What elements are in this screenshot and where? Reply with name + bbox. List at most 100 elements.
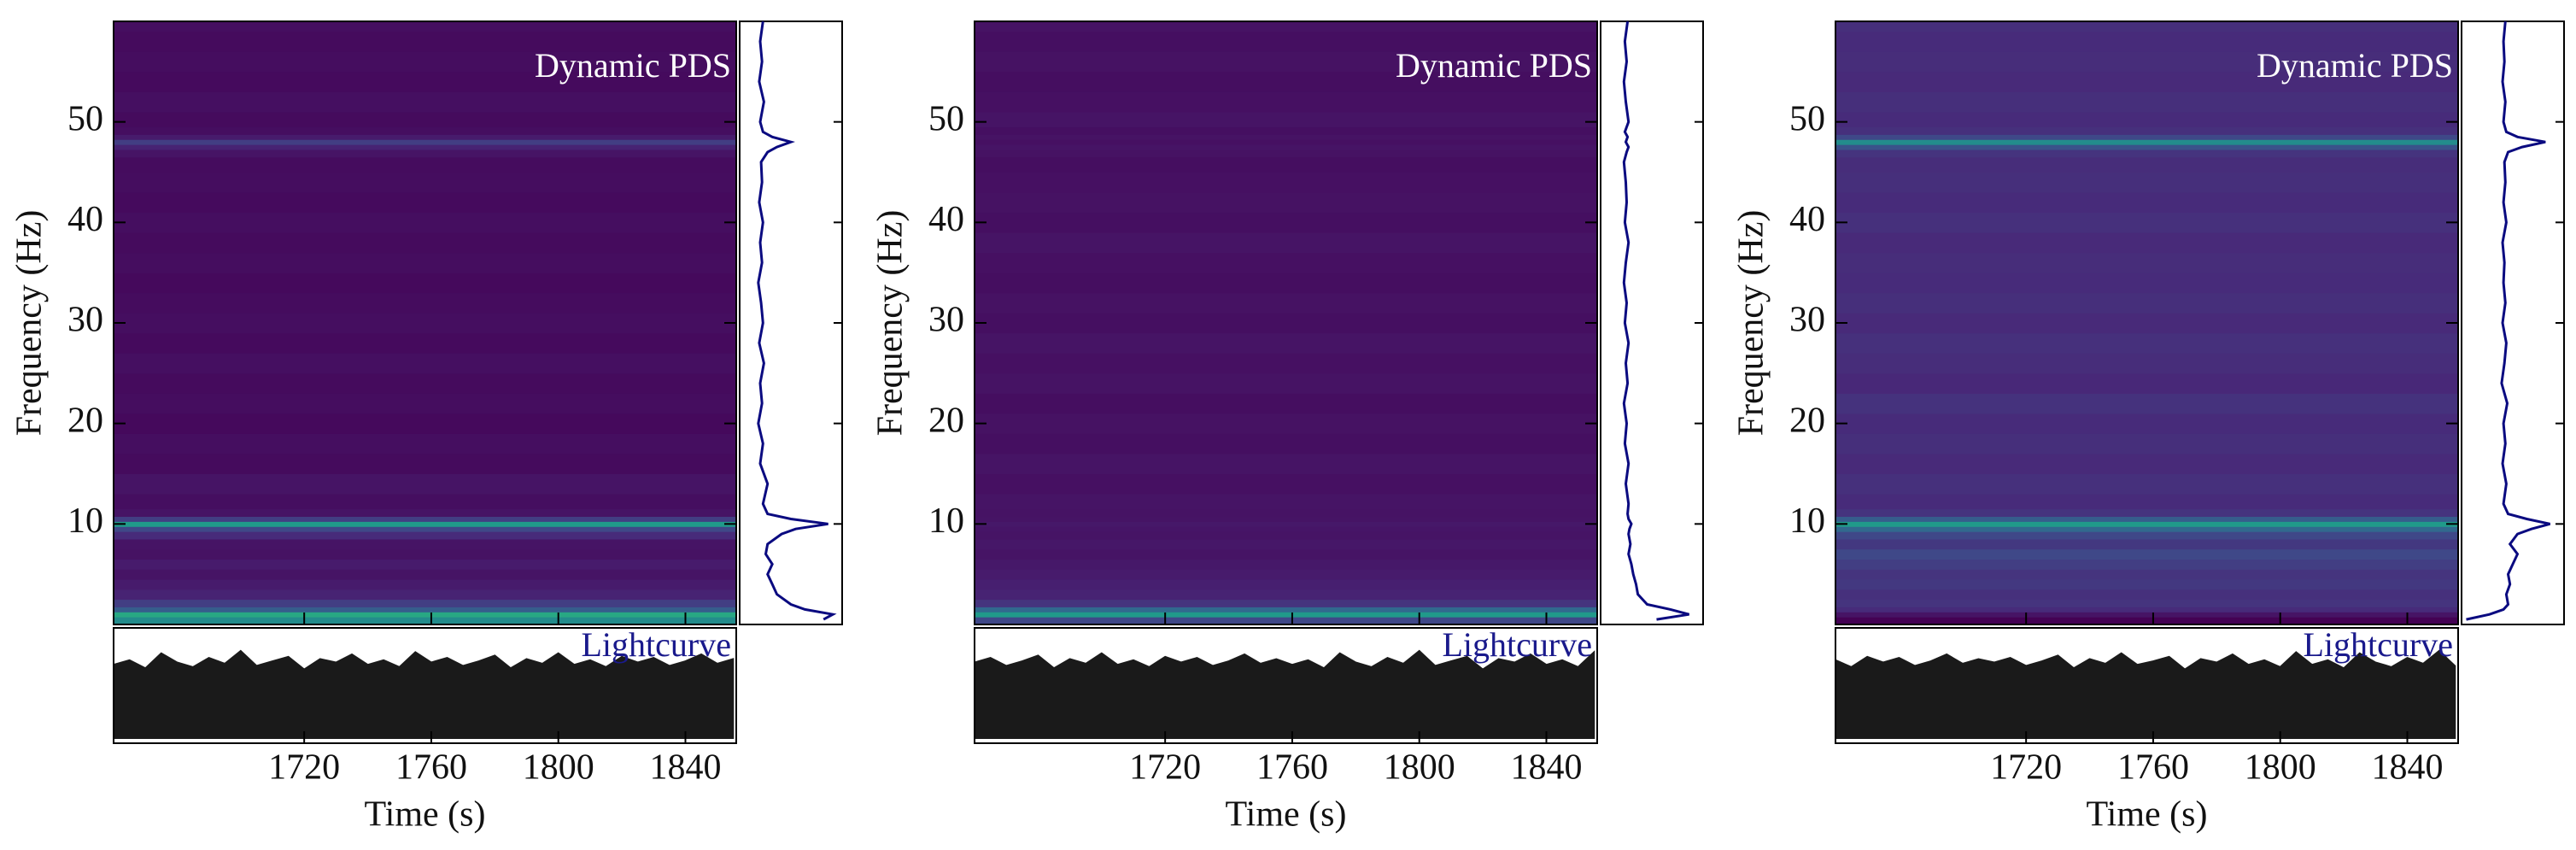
- heatmap-row: [114, 156, 736, 173]
- heatmap-row: [975, 433, 1597, 454]
- y-tick-label: 50: [928, 99, 964, 138]
- heatmap-row: [1835, 51, 2458, 73]
- heatmap-row: [114, 548, 736, 560]
- heatmap-row: [1835, 212, 2458, 233]
- heatmap-row: [1835, 292, 2458, 314]
- x-tick-label: 1760: [1256, 748, 1328, 788]
- heatmap-row: [975, 313, 1597, 334]
- heatmap-row: [975, 516, 1597, 522]
- heatmap-row: [1835, 473, 2458, 495]
- heatmap-row: [1835, 538, 2458, 550]
- heatmap-row: [1835, 453, 2458, 474]
- heatmap-row: [975, 526, 1597, 532]
- heatmap-row: [114, 332, 736, 354]
- pds-line: [2466, 21, 2550, 621]
- heatmap-row: [975, 617, 1597, 625]
- y-tick-label: 10: [67, 501, 103, 541]
- heatmap-row: [975, 144, 1597, 150]
- heatmap-row: [975, 393, 1597, 414]
- lightcurve: [975, 649, 1595, 739]
- y-tick-label: 20: [928, 401, 964, 440]
- heatmap-row: [975, 156, 1597, 173]
- heatmap-row: [975, 579, 1597, 590]
- annotation: Dynamic PDS: [535, 46, 731, 85]
- heatmap-row: [975, 139, 1597, 145]
- heatmap-row: [114, 494, 736, 510]
- heatmap-row: [114, 111, 736, 128]
- heatmap-row: [114, 313, 736, 334]
- x-tick-label: 1840: [2371, 748, 2443, 788]
- x-tick-label: 1760: [2117, 748, 2189, 788]
- heatmap-row: [114, 273, 736, 294]
- heatmap-row: [1835, 617, 2458, 625]
- heatmap-row: [975, 172, 1597, 193]
- y-tick-label: 30: [67, 301, 103, 340]
- heatmap-row: [1835, 599, 2458, 607]
- pds-frame: [739, 21, 843, 625]
- heatmap-row: [114, 538, 736, 550]
- heatmap-row: [975, 607, 1597, 613]
- heatmap-row: [114, 413, 736, 434]
- heatmap-row: [975, 111, 1597, 128]
- heatmap-row: [1835, 156, 2458, 173]
- heatmap-row: [1835, 393, 2458, 414]
- lightcurve-frame: [974, 627, 1598, 744]
- heatmap-row: [114, 599, 736, 607]
- heatmap-row: [114, 526, 736, 532]
- heatmap-row: [975, 134, 1597, 140]
- heatmap-row: [975, 494, 1597, 510]
- heatmap-row: [1835, 252, 2458, 273]
- heatmap-row: [114, 91, 736, 113]
- y-tick-label: 40: [67, 200, 103, 239]
- x-tick-label: 1840: [1510, 748, 1582, 788]
- heatmap-row: [1835, 144, 2458, 150]
- heatmap-row: [1835, 232, 2458, 254]
- heatmap-row: [1835, 413, 2458, 434]
- x-tick-label: 1760: [395, 748, 467, 788]
- heatmap-row: [1835, 579, 2458, 590]
- heatmap-row: [975, 192, 1597, 214]
- heatmap-row: [1835, 134, 2458, 140]
- heatmap-row: [975, 612, 1597, 618]
- heatmap-row: [975, 508, 1597, 518]
- heatmap-row: [1835, 607, 2458, 613]
- annotation: Dynamic PDS: [2257, 46, 2453, 85]
- heatmap-row: [975, 413, 1597, 434]
- heatmap-row: [975, 232, 1597, 254]
- annotation: Dynamic PDS: [1396, 46, 1592, 85]
- heatmap-row: [1835, 531, 2458, 540]
- y-axis-label: Frequency (Hz): [1732, 210, 1771, 437]
- pds-frame: [2461, 21, 2565, 625]
- y-tick-label: 40: [928, 200, 964, 239]
- heatmap-row: [114, 579, 736, 590]
- y-tick-label: 20: [1789, 401, 1825, 440]
- heatmap-row: [1835, 71, 2458, 92]
- heatmap-row: [975, 71, 1597, 92]
- heatmap-row: [114, 473, 736, 495]
- heatmap-row: [114, 569, 736, 580]
- heatmap-row: [975, 31, 1597, 52]
- heatmap-row: [975, 21, 1597, 32]
- heatmap-row: [975, 531, 1597, 540]
- heatmap-row: [975, 353, 1597, 374]
- heatmap-row: [1835, 192, 2458, 214]
- heatmap-row: [975, 212, 1597, 233]
- heatmap-row: [1835, 521, 2458, 527]
- heatmap-row: [975, 332, 1597, 354]
- heatmap-row: [1835, 494, 2458, 510]
- heatmap-row: [975, 372, 1597, 394]
- heatmap-row: [114, 31, 736, 52]
- heatmap-row: [975, 453, 1597, 474]
- heatmap-row: [114, 139, 736, 145]
- heatmap-row: [975, 548, 1597, 560]
- heatmap-row: [1835, 353, 2458, 374]
- heatmap-row: [114, 372, 736, 394]
- heatmap-row: [1835, 91, 2458, 113]
- heatmap-row: [975, 521, 1597, 527]
- heatmap-row: [114, 433, 736, 454]
- heatmap-row: [975, 569, 1597, 580]
- heatmap-row: [114, 612, 736, 618]
- pds-frame: [1600, 21, 1704, 625]
- x-tick-label: 1840: [649, 748, 721, 788]
- heatmap-row: [114, 453, 736, 474]
